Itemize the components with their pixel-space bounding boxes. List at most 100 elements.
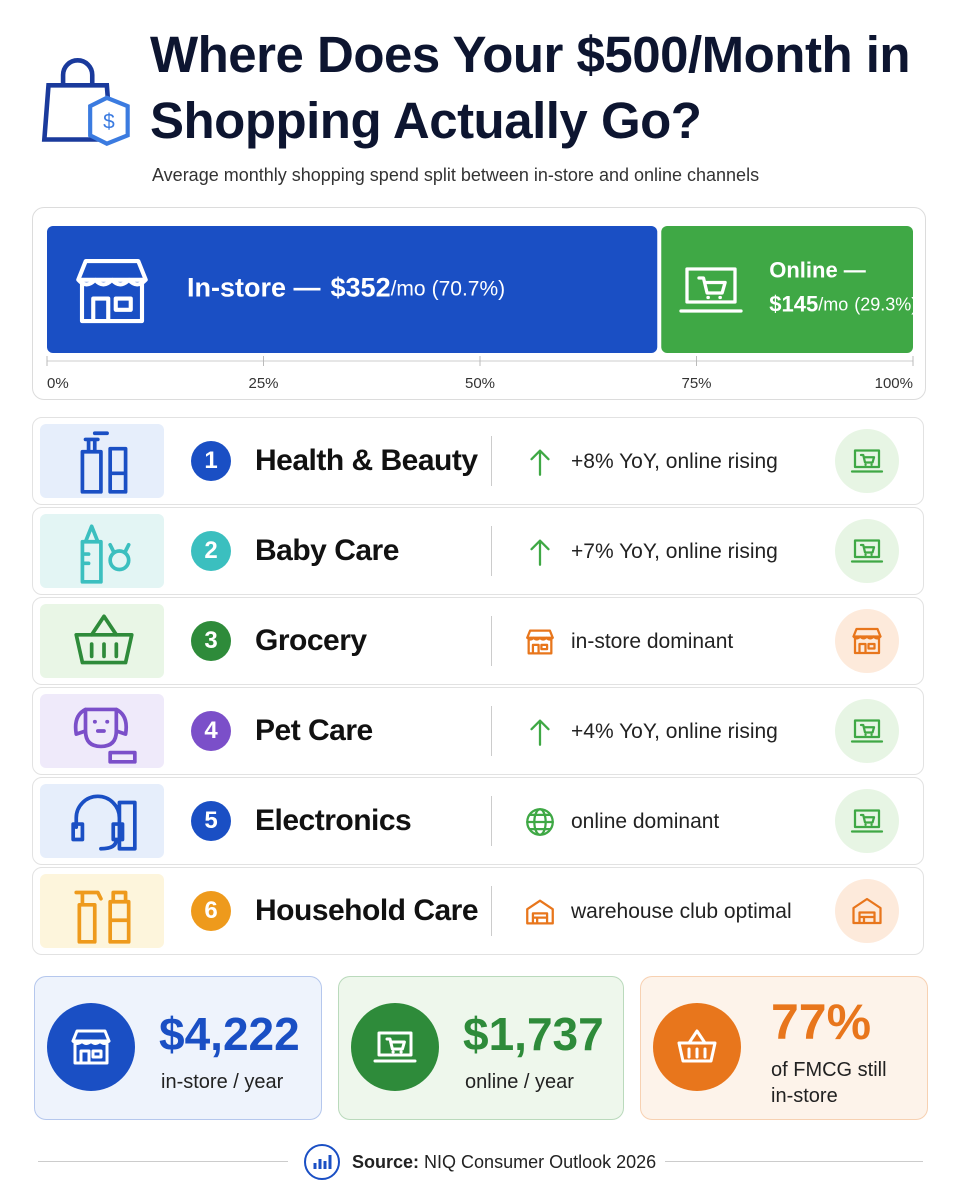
stat-icon-strokes [373, 1031, 417, 1063]
category-icon-box [40, 874, 164, 948]
rank-badge: 5 [191, 801, 231, 841]
rank-badge: 4 [191, 711, 231, 751]
category-name: Pet Care [255, 714, 373, 747]
category-row: 4 Pet Care +4% YoY, online rising [32, 687, 924, 775]
segment-icon-strokes [679, 266, 743, 313]
source: Source: NIQ Consumer Outlook 2026 [352, 1152, 656, 1173]
icon-bars [313, 1155, 332, 1169]
category-icon-strokes [73, 707, 137, 764]
bar-segment [661, 226, 913, 353]
rule [665, 1161, 923, 1162]
source-text: NIQ Consumer Outlook 2026 [424, 1152, 657, 1172]
stat-label: online / year [465, 1071, 574, 1093]
category-note: +8% YoY, online rising [571, 450, 778, 473]
source-label: Source: [352, 1152, 420, 1172]
segment-unit: /mo [391, 277, 426, 300]
category-name: Health & Beauty [255, 444, 478, 477]
category-note: in-store dominant [571, 630, 734, 653]
divider [491, 706, 492, 756]
stat-card: 77% of FMCG still in-store [640, 976, 928, 1120]
category-icon [80, 524, 131, 584]
category-note: +7% YoY, online rising [571, 540, 778, 563]
stat-badge [653, 1003, 741, 1091]
category-note: online dominant [571, 810, 720, 833]
stat-badge [351, 1003, 439, 1091]
category-note: warehouse club optimal [571, 900, 792, 923]
divider [491, 436, 492, 486]
channel-icon [850, 539, 884, 563]
category-icon-strokes [74, 614, 134, 665]
channel-badge [835, 429, 899, 493]
segment-amount: $352 [331, 273, 391, 303]
note-icon-strokes [526, 808, 554, 836]
segment-share: (29.3%) [854, 294, 917, 314]
channel-icon [850, 449, 884, 473]
tag-shape [88, 95, 130, 146]
category-note: +4% YoY, online rising [571, 720, 778, 743]
channel-icon-strokes [850, 719, 884, 743]
channel-icon [850, 809, 884, 833]
bag-icon: $ [41, 58, 130, 146]
note-icon [526, 899, 554, 925]
stat-value: $4,222 [159, 1008, 300, 1060]
stat-card: $4,222 in-store / year [34, 976, 322, 1120]
segment-label: In-store — $352/mo (70.7%) [187, 273, 505, 303]
channel-icon-strokes [852, 897, 882, 925]
category-row: 5 Electronics online dominant [32, 777, 924, 865]
note-icon [530, 539, 550, 566]
category-icon [71, 794, 137, 851]
segment-amount: $145 [769, 291, 818, 316]
segment-label: Online — [769, 257, 866, 282]
note-icon-strokes [530, 449, 550, 476]
category-icon-strokes [80, 524, 131, 584]
category-icon-strokes [71, 794, 137, 851]
channel-icon [852, 627, 882, 655]
note-icon-strokes [526, 899, 554, 925]
divider [491, 616, 492, 666]
x-tick-label: 100% [875, 375, 913, 392]
rule [38, 1161, 288, 1162]
channel-badge [835, 789, 899, 853]
category-icon [74, 890, 131, 944]
category-name: Electronics [255, 804, 412, 837]
stat-icon [373, 1031, 417, 1063]
stat-icon [71, 1029, 111, 1065]
stat-badge [47, 1003, 135, 1091]
category-icon-strokes [74, 890, 131, 944]
category-row: 1 Health & Beauty +8% YoY, online rising [32, 417, 924, 505]
subtitle: Average monthly shopping spend split bet… [152, 165, 760, 185]
tag-symbol: $ [103, 110, 115, 133]
channel-icon [852, 897, 882, 925]
stat-icon [677, 1029, 717, 1063]
stat-value: $1,737 [463, 1008, 604, 1060]
category-name: Baby Care [255, 534, 399, 567]
channel-icon-strokes [850, 809, 884, 833]
divider [491, 526, 492, 576]
source-icon [304, 1144, 340, 1180]
channel-icon [850, 719, 884, 743]
segment-name: In-store — [187, 273, 321, 303]
category-icon [80, 431, 128, 494]
note-icon [526, 629, 554, 655]
segment-label: $145/mo (29.3%) [769, 291, 917, 316]
stat-value: 77% [771, 994, 872, 1050]
rank-badge: 6 [191, 891, 231, 931]
x-tick-label: 0% [47, 375, 69, 392]
note-icon [530, 719, 550, 746]
note-icon [526, 808, 554, 836]
category-name: Household Care [255, 894, 479, 927]
note-icon-strokes [526, 629, 554, 655]
segment-icon-strokes [76, 258, 148, 323]
segment-share: (70.7%) [432, 277, 506, 300]
category-row: 2 Baby Care +7% YoY, online rising [32, 507, 924, 595]
category-row: 3 Grocery in-store dominant [32, 597, 924, 685]
stat-label: in-store / year [161, 1071, 284, 1093]
bar-segment [47, 226, 658, 353]
stat-label: of FMCG still in-store [771, 1059, 887, 1107]
rank-badge: 2 [191, 531, 231, 571]
channel-icon-strokes [850, 539, 884, 563]
x-tick-label: 75% [681, 375, 711, 392]
note-icon-strokes [530, 539, 550, 566]
category-name: Grocery [255, 624, 367, 657]
